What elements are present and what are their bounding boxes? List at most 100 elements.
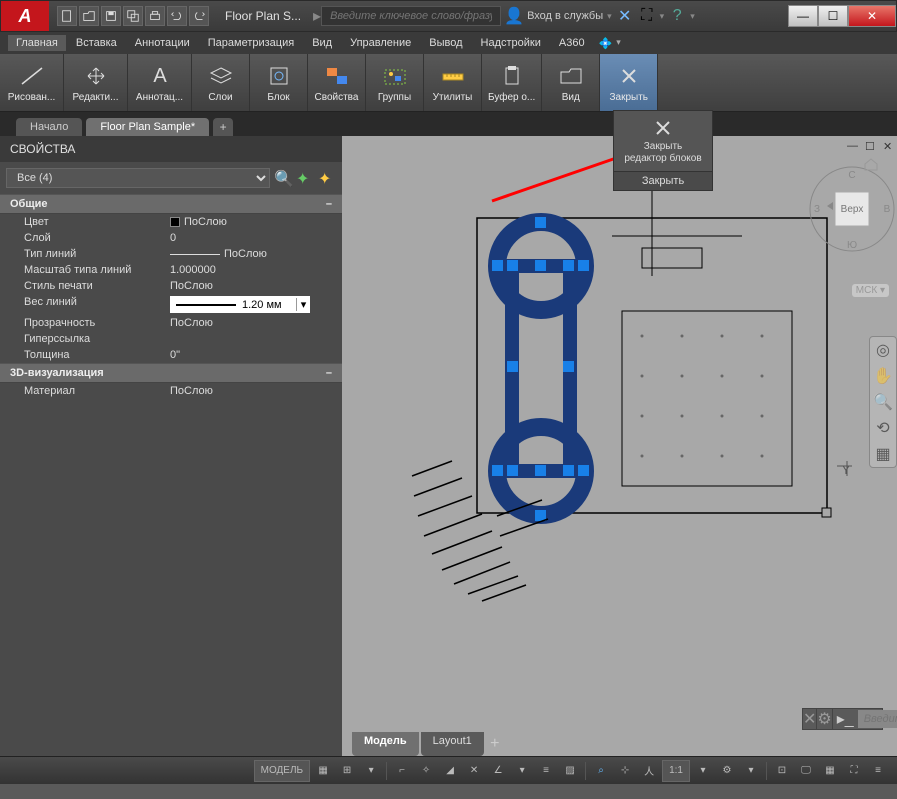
ribbon-view[interactable]: Вид <box>542 54 600 111</box>
ribbon-groups[interactable]: Группы <box>366 54 424 111</box>
status-anno-icon[interactable]: 人 <box>638 760 660 782</box>
menu-bar: Главная Вставка Аннотации Параметризация… <box>0 32 897 54</box>
ribbon-properties[interactable]: Свойства <box>308 54 366 111</box>
menu-view[interactable]: Вид <box>304 35 340 51</box>
status-custom-icon[interactable]: ≡ <box>867 760 889 782</box>
qat-new-icon[interactable] <box>57 6 77 26</box>
home-icon[interactable] <box>863 156 879 177</box>
menu-manage[interactable]: Управление <box>342 35 419 51</box>
search-input[interactable] <box>321 6 501 26</box>
status-iso-icon[interactable]: ◢ <box>439 760 461 782</box>
status-clean-icon[interactable]: ⛶ <box>843 760 865 782</box>
status-dd-3[interactable]: ▾ <box>692 760 714 782</box>
qat-open-icon[interactable] <box>79 6 99 26</box>
status-scale[interactable]: 1:1 <box>662 760 690 782</box>
qat-undo-icon[interactable] <box>167 6 187 26</box>
close-button[interactable]: ✕ <box>848 5 896 27</box>
prop-color[interactable]: ЦветПоСлою <box>0 214 342 230</box>
prop-layer[interactable]: Слой0 <box>0 230 342 246</box>
section-3dviz[interactable]: 3D-визуализация– <box>0 363 342 383</box>
prop-transparency[interactable]: ПрозрачностьПоСлою <box>0 315 342 331</box>
ribbon-block[interactable]: Блок <box>250 54 308 111</box>
status-ws-icon[interactable]: ⊡ <box>771 760 793 782</box>
nav-orbit-icon[interactable]: ⟲ <box>870 415 896 441</box>
nav-pan-icon[interactable]: ✋ <box>870 363 896 389</box>
menu-featured-icon[interactable]: 💠 <box>599 37 613 50</box>
status-tr-icon[interactable]: ▨ <box>559 760 581 782</box>
status-osnap-icon[interactable]: ✕ <box>463 760 485 782</box>
ribbon-modify[interactable]: Редакти... <box>64 54 128 111</box>
status-grid-icon[interactable]: ▦ <box>312 760 334 782</box>
prop-hyperlink[interactable]: Гиперссылка <box>0 331 342 347</box>
qat-redo-icon[interactable] <box>189 6 209 26</box>
status-dd-4[interactable]: ▾ <box>740 760 762 782</box>
status-dd-1[interactable]: ▾ <box>360 760 382 782</box>
status-model[interactable]: МОДЕЛЬ <box>254 760 310 782</box>
exchange-icon[interactable]: ✕ <box>616 7 634 25</box>
status-ha-icon[interactable]: ▦ <box>819 760 841 782</box>
ucs-label[interactable]: МСК ▾ <box>852 284 889 297</box>
help-icon[interactable]: ? <box>668 7 686 25</box>
signin-label[interactable]: Вход в службы <box>527 10 603 22</box>
command-input[interactable] <box>858 710 897 728</box>
prop-thickness[interactable]: Толщина0" <box>0 347 342 363</box>
svg-text:С: С <box>848 170 855 181</box>
prop-plotstyle[interactable]: Стиль печатиПоСлою <box>0 278 342 294</box>
signin-icon[interactable]: 👤 <box>505 7 523 25</box>
status-dd-2[interactable]: ▾ <box>511 760 533 782</box>
section-general[interactable]: Общие– <box>0 194 342 214</box>
status-ortho-icon[interactable]: ⌐ <box>391 760 413 782</box>
status-lw-icon[interactable]: ≡ <box>535 760 557 782</box>
qat-save-icon[interactable] <box>101 6 121 26</box>
menu-parametric[interactable]: Параметризация <box>200 35 302 51</box>
menu-annotations[interactable]: Аннотации <box>127 35 198 51</box>
tab-model[interactable]: Модель <box>352 732 419 756</box>
pickadd-icon[interactable]: ✦ <box>296 169 314 187</box>
maximize-button[interactable]: ☐ <box>818 5 848 27</box>
tab-active-doc[interactable]: Floor Plan Sample* <box>86 118 209 136</box>
status-otrack-icon[interactable]: ∠ <box>487 760 509 782</box>
quickselect-icon[interactable]: 🔍 <box>274 169 292 187</box>
qat-saveas-icon[interactable] <box>123 6 143 26</box>
prop-linetype[interactable]: Тип линийПоСлою <box>0 246 342 262</box>
status-mon-icon[interactable]: 🖵 <box>795 760 817 782</box>
qat-print-icon[interactable] <box>145 6 165 26</box>
ribbon-annotate[interactable]: AАннотац... <box>128 54 192 111</box>
prop-lineweight[interactable]: Вес линий1.20 мм▾ <box>0 294 342 315</box>
ribbon-utilities[interactable]: Утилиты <box>424 54 482 111</box>
menu-home[interactable]: Главная <box>8 35 66 51</box>
minimize-button[interactable]: — <box>788 5 818 27</box>
tab-start[interactable]: Начало <box>16 118 82 136</box>
document-title: Floor Plan S... <box>213 9 313 23</box>
layout-add-button[interactable]: + <box>486 732 504 756</box>
menu-insert[interactable]: Вставка <box>68 35 125 51</box>
menu-a360[interactable]: A360 <box>551 35 593 51</box>
ribbon-layers[interactable]: Слои <box>192 54 250 111</box>
nav-showmo-icon[interactable]: ▦ <box>870 441 896 467</box>
prop-material[interactable]: МатериалПоСлою <box>0 383 342 399</box>
status-gizmo-icon[interactable]: ⊹ <box>614 760 636 782</box>
drawing-canvas[interactable]: — ☐ ✕ Закрытьредактор блоков Закрыть <box>342 136 897 756</box>
ribbon-close[interactable]: Закрыть <box>600 54 658 111</box>
selectobj-icon[interactable]: ✦ <box>318 169 336 187</box>
cmd-close-icon[interactable]: ✕ <box>803 709 817 729</box>
close-block-editor-button[interactable]: Закрытьредактор блоков <box>614 111 712 171</box>
cmd-config-icon[interactable]: ⚙ <box>817 709 832 729</box>
prop-ltscale[interactable]: Масштаб типа линий1.000000 <box>0 262 342 278</box>
nav-wheel-icon[interactable]: ◎ <box>870 337 896 363</box>
viewcube[interactable]: Верх С В Ю З <box>807 164 897 254</box>
menu-output[interactable]: Вывод <box>421 35 470 51</box>
status-gear-icon[interactable]: ⚙ <box>716 760 738 782</box>
menu-addins[interactable]: Надстройки <box>473 35 549 51</box>
selection-dropdown[interactable]: Все (4) <box>6 168 270 188</box>
app-icon[interactable]: ⛶ <box>638 7 656 25</box>
nav-zoom-icon[interactable]: 🔍 <box>870 389 896 415</box>
tab-layout1[interactable]: Layout1 <box>421 732 484 756</box>
ribbon-draw[interactable]: Рисован... <box>0 54 64 111</box>
tab-add-button[interactable]: + <box>213 118 233 136</box>
status-snap-icon[interactable]: ⊞ <box>336 760 358 782</box>
status-polar-icon[interactable]: ✧ <box>415 760 437 782</box>
status-sc-icon[interactable]: ⌕ <box>590 760 612 782</box>
app-logo[interactable]: A <box>1 1 49 31</box>
ribbon-clipboard[interactable]: Буфер о... <box>482 54 542 111</box>
